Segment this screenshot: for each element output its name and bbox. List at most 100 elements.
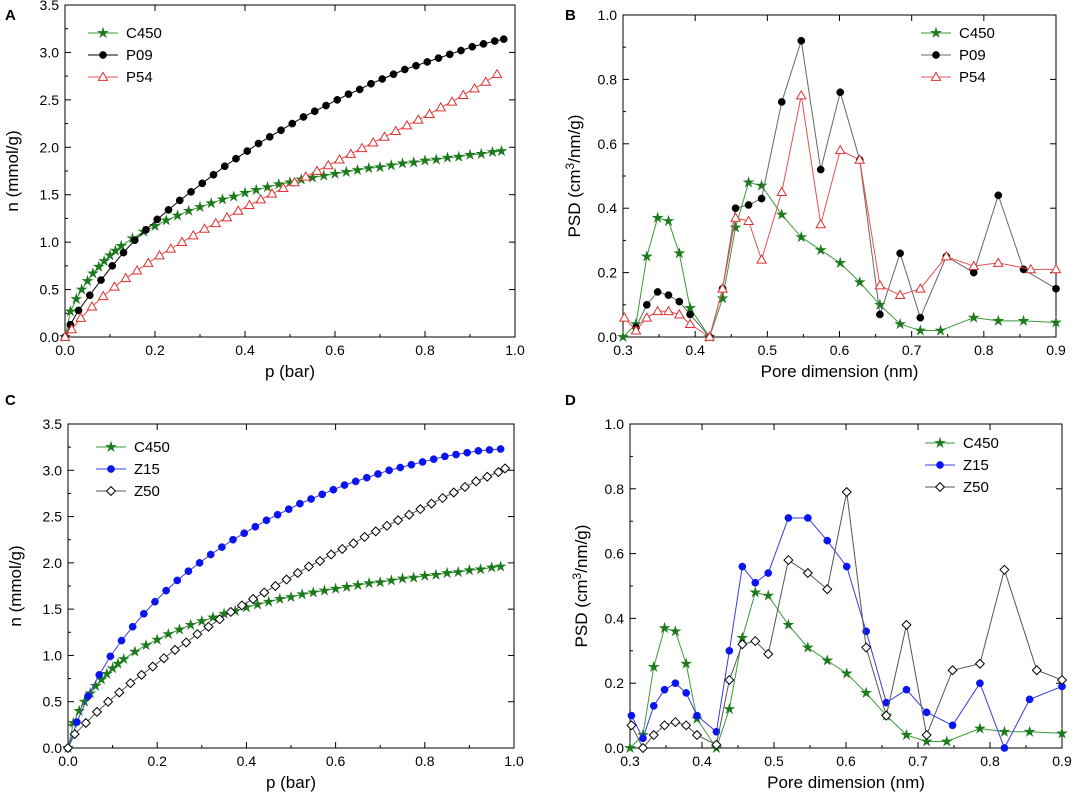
legend-label-p09: P09: [126, 47, 153, 64]
x-tick-label: 0.4: [235, 342, 255, 358]
data-point-c450: [486, 145, 499, 158]
data-point-c450: [239, 186, 251, 198]
data-point-p54: [894, 289, 906, 300]
series-p09: [632, 36, 1060, 341]
data-point-p54: [334, 154, 345, 164]
data-point-c450: [351, 163, 364, 176]
data-point-z50: [415, 504, 426, 515]
data-point-c450: [624, 741, 636, 754]
data-point-z15: [485, 446, 494, 454]
series-line-p54: [64, 73, 498, 338]
data-point-p09: [969, 268, 978, 277]
data-point-p54: [992, 257, 1004, 267]
data-point-z50: [225, 606, 236, 618]
data-point-p54: [120, 272, 132, 283]
data-point-z50: [270, 580, 281, 592]
data-point-z50: [259, 587, 270, 598]
data-point-z15: [284, 505, 293, 514]
y-tick-label: 0.2: [598, 265, 618, 281]
legend-marker-z50: [105, 485, 117, 497]
y-axis-title-superscript: 3: [570, 572, 584, 579]
data-point-p09: [198, 179, 207, 188]
x-tick-label: 0.5: [758, 342, 778, 358]
data-point-z15: [195, 559, 204, 567]
data-point-c450: [86, 267, 99, 279]
data-point-z15: [660, 685, 669, 694]
data-point-c450: [463, 564, 476, 576]
data-point-p09: [108, 262, 117, 270]
data-point-z15: [240, 529, 249, 538]
data-point-z50: [192, 629, 203, 640]
data-point-c450: [658, 621, 671, 634]
data-point-z50: [648, 729, 659, 741]
data-point-z15: [751, 578, 760, 587]
x-tick-label: 0.3: [613, 342, 633, 358]
data-point-z50: [470, 476, 482, 487]
y-tick-label: 1.0: [598, 7, 618, 23]
data-point-z15: [671, 679, 680, 688]
x-tick-label: 0.5: [764, 753, 784, 769]
data-point-c450: [140, 639, 152, 651]
data-point-c450: [89, 679, 102, 691]
data-point-z50: [114, 687, 125, 698]
data-point-c450: [967, 311, 980, 323]
data-point-z15: [396, 463, 405, 472]
data-point-c450: [430, 153, 443, 165]
data-point-z15: [307, 495, 315, 503]
data-point-z50: [62, 742, 74, 754]
data-point-z50: [999, 564, 1010, 575]
data-point-p09: [119, 248, 128, 257]
data-point-c450: [914, 324, 927, 336]
x-tick-label: 0.6: [325, 342, 345, 358]
data-point-z15: [351, 477, 360, 486]
data-point-p54: [66, 323, 78, 334]
data-point-p54: [367, 136, 379, 147]
data-point-p09: [322, 101, 330, 110]
data-point-p54: [630, 324, 642, 335]
data-point-c450: [755, 179, 768, 191]
data-point-z15: [1025, 695, 1034, 704]
data-point-z50: [737, 639, 748, 650]
legend-marker-z15: [107, 465, 115, 473]
y-tick-label: 3.5: [40, 0, 60, 13]
legend-label-z15: Z15: [134, 461, 160, 478]
data-point-p54: [221, 211, 233, 222]
data-point-z50: [326, 549, 337, 560]
data-point-c450: [452, 565, 465, 578]
data-point-p09: [675, 297, 684, 306]
data-point-c450: [285, 590, 297, 603]
data-point-z50: [626, 720, 637, 731]
x-axis-title: Pore dimension (nm): [767, 773, 925, 792]
x-tick-label: 0.8: [974, 342, 994, 358]
data-point-z15: [823, 536, 832, 545]
data-point-z50: [337, 543, 348, 555]
legend-label-p54: P54: [126, 69, 153, 86]
data-point-z15: [784, 514, 793, 522]
y-tick-label: 0.0: [43, 740, 63, 756]
data-point-z50: [459, 481, 471, 493]
data-point-p54: [244, 199, 255, 210]
data-point-c450: [261, 180, 274, 193]
data-point-c450: [396, 157, 409, 169]
data-point-z15: [162, 586, 170, 595]
data-point-p54: [652, 305, 664, 316]
data-point-c450: [407, 571, 420, 583]
data-point-z50: [448, 487, 459, 498]
data-point-p54: [854, 154, 866, 164]
x-tick-label: 0.7: [902, 342, 922, 358]
data-point-z50: [947, 665, 958, 676]
data-point-p54: [142, 257, 154, 267]
x-axis-title: p (bar): [265, 362, 315, 381]
data-point-c450: [227, 190, 240, 202]
data-point-p09: [310, 107, 319, 116]
data-point-c450: [940, 735, 953, 747]
data-point-p09: [757, 194, 766, 203]
data-point-z15: [340, 481, 349, 489]
data-point-z50: [711, 739, 722, 750]
data-point-c450: [273, 592, 286, 604]
data-point-z50: [247, 593, 259, 605]
data-point-p09: [642, 300, 651, 309]
series-line-p09: [635, 40, 1057, 339]
y-axis-title-superscript: 3: [563, 162, 577, 169]
data-point-c450: [115, 239, 128, 251]
